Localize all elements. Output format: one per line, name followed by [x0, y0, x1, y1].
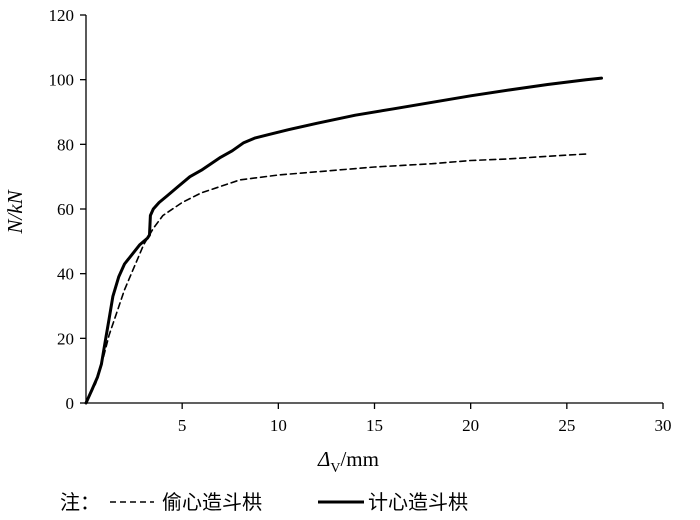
- x-axis-title-symbol: Δ: [317, 447, 330, 471]
- y-axis-ticks: 0 20 40 60 80 100 120: [49, 6, 86, 413]
- y-tick-label: 0: [66, 394, 75, 413]
- series-layer: [84, 76, 603, 405]
- x-tick-label: 10: [270, 416, 287, 435]
- x-tick-label: 5: [178, 416, 187, 435]
- y-tick-label: 60: [57, 200, 74, 219]
- legend-label-series-0: 偷心造斗栱: [162, 490, 262, 514]
- y-tick-label: 80: [57, 135, 74, 154]
- legend-prefix: 注：: [60, 490, 100, 514]
- y-tick-label: 120: [49, 6, 75, 25]
- x-tick-label: 20: [462, 416, 479, 435]
- x-axis-title-unit: /mm: [340, 447, 379, 471]
- x-tick-label: 25: [558, 416, 575, 435]
- x-axis-ticks: 5 10 15 20 25 30: [178, 403, 672, 435]
- y-axis-title: N/kN: [3, 189, 27, 234]
- y-tick-label: 20: [57, 329, 74, 348]
- legend: 注： 偷心造斗栱 计心造斗栱: [60, 490, 468, 514]
- y-tick-label: 100: [49, 71, 75, 90]
- x-axis-title-subscript: V: [330, 461, 340, 476]
- x-tick-label: 30: [655, 416, 672, 435]
- series-line-1: [84, 76, 603, 405]
- legend-label-series-1: 计心造斗栱: [368, 490, 468, 514]
- x-tick-label: 15: [366, 416, 383, 435]
- y-tick-label: 40: [57, 265, 74, 284]
- series-line-0: [85, 153, 587, 404]
- x-axis-title: ΔV/mm: [317, 447, 379, 476]
